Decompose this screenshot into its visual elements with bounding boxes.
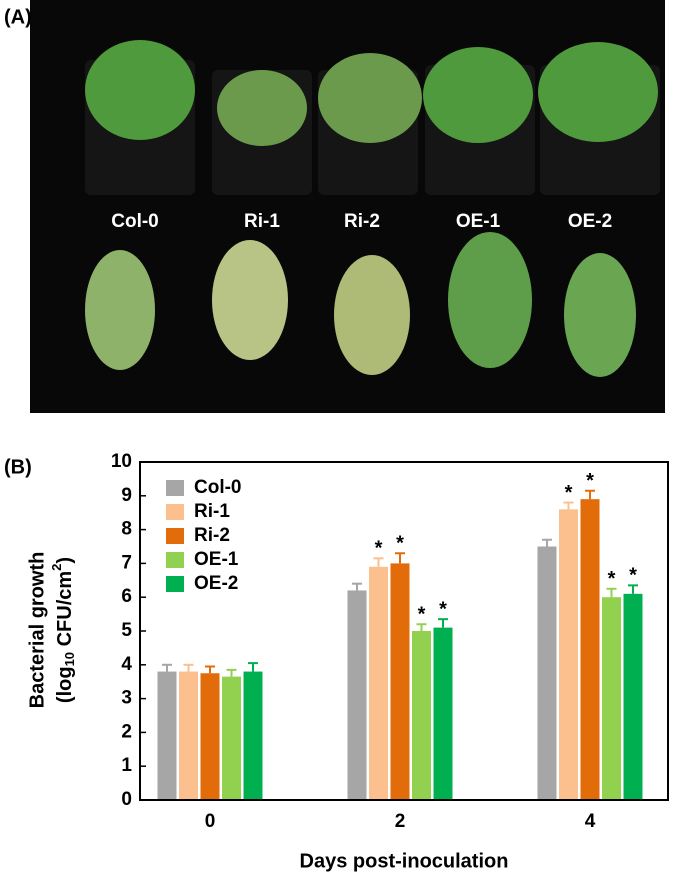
legend-swatch — [166, 552, 184, 568]
y-tick-label: 1 — [121, 755, 132, 776]
bar — [243, 671, 263, 800]
bar — [222, 676, 241, 800]
bar — [580, 499, 600, 800]
plant-label: Ri-1 — [244, 211, 280, 232]
y-tick-label: 9 — [121, 485, 132, 506]
y-tick-label: 4 — [121, 654, 132, 675]
significance-mark: * — [396, 533, 404, 555]
plant-label: Col-0 — [111, 211, 159, 232]
y-tick-label: 7 — [121, 552, 132, 573]
legend-label: OE-1 — [194, 549, 239, 570]
bar — [369, 566, 388, 800]
bar — [559, 509, 578, 800]
y-tick-label: 3 — [121, 688, 132, 709]
plot-frame — [139, 461, 669, 801]
bar — [537, 546, 557, 800]
photo-panel: (A) Col-0 Ri-1 Ri-2 OE-1 OE-2 — [4, 0, 665, 413]
legend-label: Col-0 — [194, 477, 242, 498]
bar — [602, 597, 621, 800]
significance-mark: * — [586, 470, 594, 492]
plant-label: Ri-2 — [344, 211, 380, 232]
significance-mark: * — [608, 568, 616, 590]
x-tick-label: 2 — [395, 811, 406, 832]
y-tick-label: 10 — [111, 451, 132, 472]
y-tick-label: 6 — [121, 586, 132, 607]
panel-label: (B) — [4, 456, 32, 478]
y-tick-label: 2 — [121, 721, 132, 742]
legend-label: OE-2 — [194, 573, 238, 594]
significance-mark: * — [565, 482, 573, 504]
legend-label: Ri-2 — [194, 525, 230, 546]
y-axis-label-line: Bacterial growth — [26, 552, 48, 709]
bar — [623, 593, 643, 800]
y-tick-label: 8 — [121, 519, 132, 540]
legend-swatch — [166, 504, 184, 520]
y-tick-label: 5 — [121, 620, 132, 641]
bar — [433, 627, 453, 800]
panel-label: (A) — [4, 6, 32, 28]
significance-mark: * — [629, 565, 637, 587]
rosettes — [85, 40, 658, 146]
significance-mark: * — [418, 604, 426, 626]
bar — [200, 673, 220, 800]
bar — [179, 671, 198, 800]
legend-swatch — [166, 528, 184, 544]
bar — [347, 590, 367, 800]
chart: (B) Days post-inoculation Bacterial grow… — [4, 451, 669, 872]
legend-swatch — [166, 576, 184, 592]
legend-swatch — [166, 480, 184, 496]
x-tick-label: 4 — [585, 811, 596, 832]
leaves — [85, 232, 636, 377]
y-axis-label-line: (log10 CFU/cm2) — [49, 557, 77, 703]
bar — [412, 631, 431, 800]
significance-mark: * — [439, 598, 447, 620]
plant-label: OE-2 — [568, 211, 612, 232]
bar — [157, 671, 177, 800]
y-tick-label: 0 — [121, 789, 132, 810]
x-tick-label: 0 — [205, 811, 216, 832]
y-axis-label: Bacterial growth (log10 CFU/cm2) — [26, 552, 77, 709]
plant-label: OE-1 — [456, 211, 501, 232]
significance-mark: * — [375, 538, 383, 560]
legend-label: Ri-1 — [194, 501, 230, 522]
bar — [390, 563, 410, 800]
x-axis-label: Days post-inoculation — [300, 850, 509, 872]
